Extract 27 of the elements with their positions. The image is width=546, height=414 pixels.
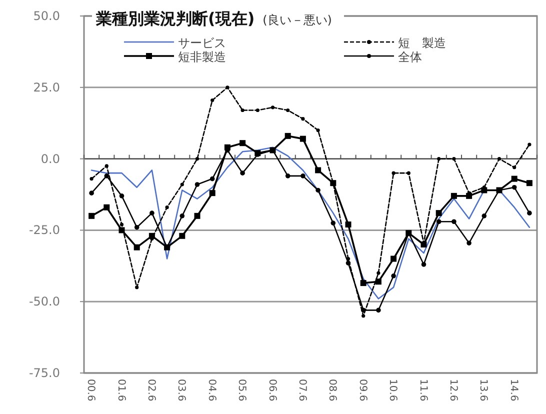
x-tick-label: 00.6: [85, 379, 96, 402]
x-tick-label: 07.6: [296, 379, 308, 402]
chart-subtitle: (良い－悪い): [262, 13, 332, 27]
y-tick-label: -50.0: [28, 294, 60, 309]
legend-label: 短 製造: [398, 36, 446, 50]
y-tick-label: 0.0: [40, 152, 60, 166]
y-tick-label: -75.0: [28, 366, 60, 380]
x-tick-label: 01.6: [115, 379, 126, 402]
x-tick-label: 14.6: [508, 379, 519, 402]
y-tick-label: 50.0: [33, 9, 60, 23]
chart-title: 業種別業況判断(現在): [95, 9, 255, 28]
x-tick-label: 06.6: [266, 379, 278, 402]
x-tick-label: 12.6: [447, 379, 458, 402]
x-tick-label: 03.6: [176, 379, 187, 402]
legend-label: 全体: [398, 50, 422, 64]
x-tick-label: 02.6: [145, 379, 156, 402]
x-tick-label: 13.6: [478, 379, 489, 402]
legend-label: 短非製造: [178, 50, 226, 64]
y-tick-label: 25.0: [33, 80, 60, 94]
x-tick-label: 11.6: [417, 379, 428, 402]
y-tick-label: -25.0: [28, 223, 60, 238]
legend-label: サービス: [178, 36, 226, 50]
x-tick-label: 05.6: [236, 379, 248, 402]
x-tick-label: 08.6: [326, 379, 338, 402]
x-tick-label: 04.6: [206, 379, 217, 402]
x-tick-label: 09.6: [356, 379, 368, 402]
x-tick-label: 10.6: [387, 379, 398, 402]
